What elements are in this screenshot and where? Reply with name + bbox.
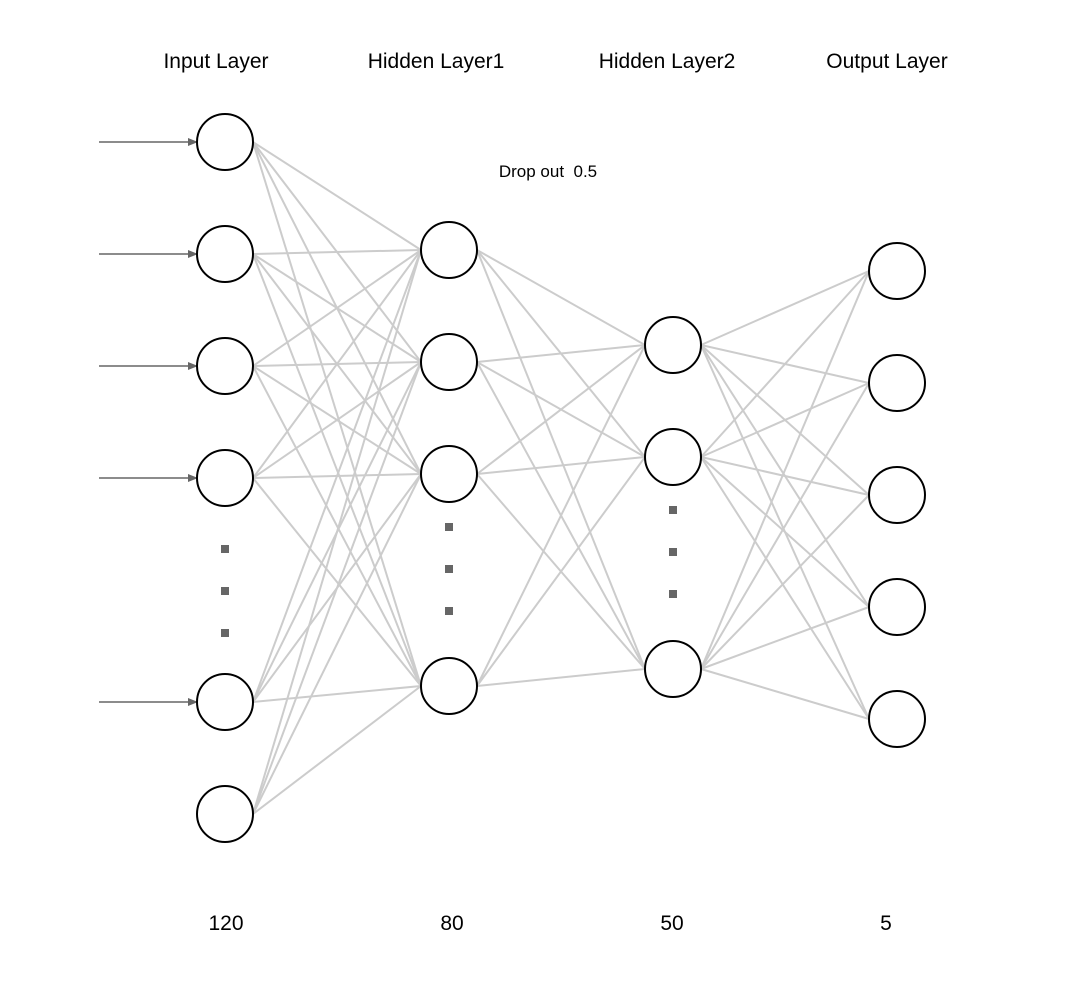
neuron-hidden1-4 (420, 657, 478, 715)
connection-input-5-to-hidden1-1 (252, 249, 422, 703)
neuron-input-3 (196, 337, 254, 395)
neurons (196, 113, 926, 843)
connection-hidden2-2-to-output-3 (700, 456, 870, 496)
connection-input-5-to-hidden1-4 (252, 685, 422, 703)
ellipsis-dot-hidden1-2 (445, 565, 453, 573)
connection-hidden1-3-to-hidden2-2 (476, 456, 646, 475)
connection-input-6-to-hidden1-4 (252, 685, 422, 815)
connection-input-4-to-hidden1-1 (252, 249, 422, 479)
connection-hidden2-3-to-output-2 (700, 382, 870, 670)
layer-title-output: Output Layer (826, 50, 947, 73)
neuron-input-6 (196, 785, 254, 843)
connection-hidden1-4-to-hidden2-2 (476, 456, 646, 687)
connection-input-1-to-hidden1-1 (252, 141, 422, 251)
connection-hidden2-2-to-output-4 (700, 456, 870, 608)
connection-input-2-to-hidden1-4 (252, 253, 422, 687)
ellipsis-dot-hidden1-3 (445, 607, 453, 615)
neuron-output-1 (868, 242, 926, 300)
neuron-input-1 (196, 113, 254, 171)
neuron-hidden2-1 (644, 316, 702, 374)
neuron-input-5 (196, 673, 254, 731)
connection-hidden1-3-to-hidden2-1 (476, 344, 646, 475)
connection-input-6-to-hidden1-3 (252, 473, 422, 815)
connection-hidden1-4-to-hidden2-3 (476, 668, 646, 687)
layer-count-output: 5 (880, 912, 892, 935)
neuron-output-3 (868, 466, 926, 524)
connection-input-3-to-hidden1-4 (252, 365, 422, 687)
ellipsis-dot-input-3 (221, 629, 229, 637)
input-arrows (99, 138, 198, 706)
neuron-hidden2-2 (644, 428, 702, 486)
connection-hidden2-3-to-output-4 (700, 606, 870, 670)
connection-input-3-to-hidden1-1 (252, 249, 422, 367)
connection-hidden2-3-to-output-5 (700, 668, 870, 720)
connection-hidden2-2-to-output-5 (700, 456, 870, 720)
connection-hidden1-1-to-hidden2-3 (476, 249, 646, 670)
connection-hidden2-3-to-output-3 (700, 494, 870, 670)
connection-input-2-to-hidden1-1 (252, 249, 422, 255)
ellipsis-dot-hidden2-3 (669, 590, 677, 598)
layer-title-input: Input Layer (163, 50, 268, 73)
neuron-hidden1-1 (420, 221, 478, 279)
layer-count-hidden1: 80 (440, 912, 463, 935)
connection-hidden2-2-to-output-2 (700, 382, 870, 458)
layer-title-hidden1: Hidden Layer1 (368, 50, 505, 73)
connection-hidden1-1-to-hidden2-1 (476, 249, 646, 346)
layer-title-hidden2: Hidden Layer2 (599, 50, 736, 73)
layer-count-hidden2: 50 (660, 912, 683, 935)
neuron-hidden1-3 (420, 445, 478, 503)
ellipsis-dot-hidden2-2 (669, 548, 677, 556)
ellipsis-markers (221, 506, 677, 637)
dropout-annotation: Drop out 0.5 (499, 162, 597, 181)
connection-input-4-to-hidden1-4 (252, 477, 422, 687)
connection-input-6-to-hidden1-2 (252, 361, 422, 815)
connection-input-6-to-hidden1-1 (252, 249, 422, 815)
connection-input-1-to-hidden1-4 (252, 141, 422, 687)
ellipsis-dot-input-1 (221, 545, 229, 553)
neuron-input-2 (196, 225, 254, 283)
ellipsis-dot-input-2 (221, 587, 229, 595)
connection-hidden1-2-to-hidden2-1 (476, 344, 646, 363)
connection-hidden1-4-to-hidden2-1 (476, 344, 646, 687)
connection-hidden2-3-to-output-1 (700, 270, 870, 670)
connection-input-4-to-hidden1-2 (252, 361, 422, 479)
neuron-output-5 (868, 690, 926, 748)
ellipsis-dot-hidden1-1 (445, 523, 453, 531)
connections (252, 141, 870, 815)
neuron-input-4 (196, 449, 254, 507)
connection-hidden2-2-to-output-1 (700, 270, 870, 458)
neuron-output-4 (868, 578, 926, 636)
neuron-hidden1-2 (420, 333, 478, 391)
layer-count-input: 120 (208, 912, 243, 935)
ellipsis-dot-hidden2-1 (669, 506, 677, 514)
neuron-output-2 (868, 354, 926, 412)
connection-hidden2-1-to-output-1 (700, 270, 870, 346)
neuron-hidden2-3 (644, 640, 702, 698)
